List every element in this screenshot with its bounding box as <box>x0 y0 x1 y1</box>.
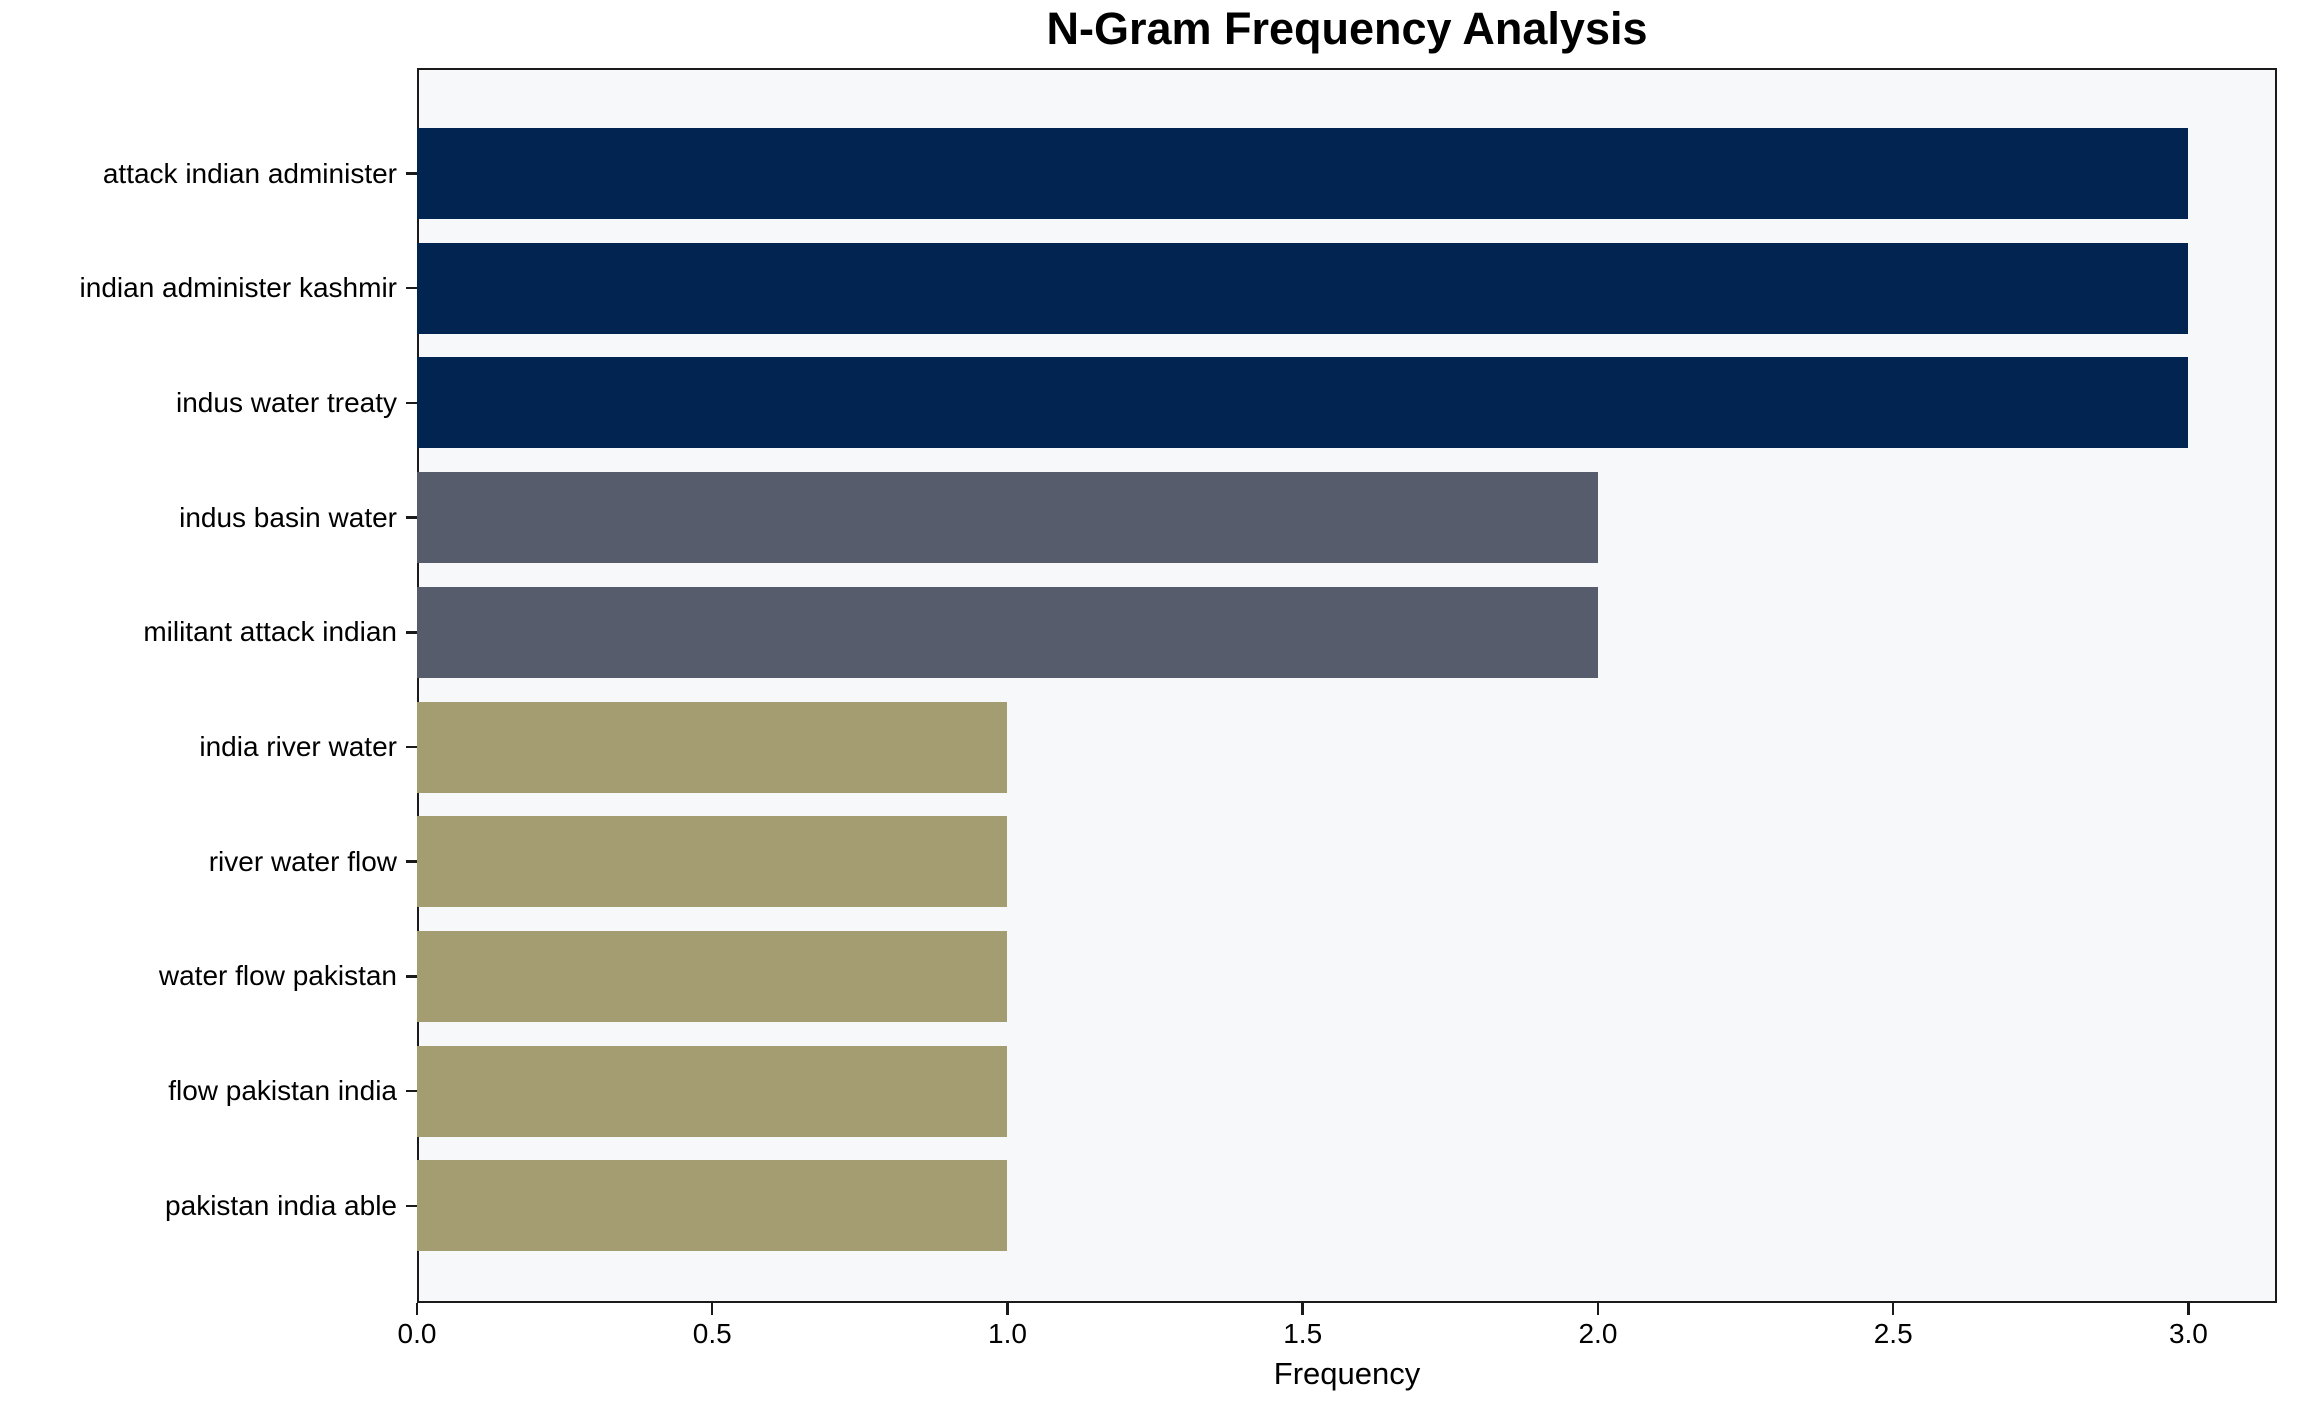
x-tick-mark <box>1006 1303 1009 1315</box>
y-tick-label: attack indian administer <box>102 157 397 189</box>
y-tick-label: water flow pakistan <box>158 960 397 992</box>
chart-title: N-Gram Frequency Analysis <box>1046 3 1648 54</box>
x-tick-mark <box>1301 1303 1304 1315</box>
bar-water-flow-pakistan <box>417 930 1008 1022</box>
bar-flow-pakistan-india <box>417 1045 1008 1137</box>
x-tick-label: 2.5 <box>1873 1318 1913 1349</box>
x-tick-mark <box>2187 1303 2190 1315</box>
bar-indus-water-treaty <box>417 357 2189 449</box>
y-tick-mark <box>406 401 417 405</box>
bar-indian-administer-kashmir <box>417 242 2189 334</box>
bar-india-river-water <box>417 701 1008 793</box>
x-tick-label: 2.0 <box>1578 1318 1618 1349</box>
bar-river-water-flow <box>417 816 1008 908</box>
y-tick-mark <box>406 1204 417 1208</box>
x-tick-label: 1.5 <box>1283 1318 1323 1349</box>
y-tick-label: indus water treaty <box>176 386 397 418</box>
x-tick-label: 3.0 <box>2168 1318 2208 1349</box>
x-tick-mark <box>1596 1303 1600 1315</box>
y-tick-label: indus basin water <box>179 501 397 533</box>
y-tick-label: flow pakistan india <box>168 1075 397 1107</box>
y-tick-mark <box>406 631 417 634</box>
x-tick-mark <box>415 1303 419 1315</box>
bar-attack-indian-administer <box>417 128 2189 219</box>
x-tick-label: 1.0 <box>988 1318 1027 1349</box>
x-tick-mark <box>1891 1303 1895 1315</box>
y-tick-label: indian administer kashmir <box>79 272 397 304</box>
x-axis-label: Frequency <box>1273 1356 1421 1391</box>
x-tick-label: 0.0 <box>397 1318 437 1349</box>
y-tick-label: pakistan india able <box>165 1189 397 1221</box>
y-tick-mark <box>406 975 417 978</box>
bar-pakistan-india-able <box>417 1160 1008 1252</box>
y-tick-label: militant attack indian <box>143 616 397 648</box>
y-tick-mark <box>406 1089 417 1093</box>
bar-militant-attack-indian <box>417 586 1598 678</box>
y-tick-label: india river water <box>199 731 397 762</box>
y-tick-mark <box>406 745 417 749</box>
x-tick-mark <box>710 1303 714 1315</box>
bar-indus-basin-water <box>417 472 1598 564</box>
y-tick-mark <box>406 286 417 290</box>
y-tick-mark <box>406 516 417 519</box>
y-tick-label: river water flow <box>208 845 397 877</box>
y-tick-mark <box>406 172 417 175</box>
x-tick-label: 0.5 <box>692 1318 732 1349</box>
y-tick-mark <box>406 860 417 863</box>
